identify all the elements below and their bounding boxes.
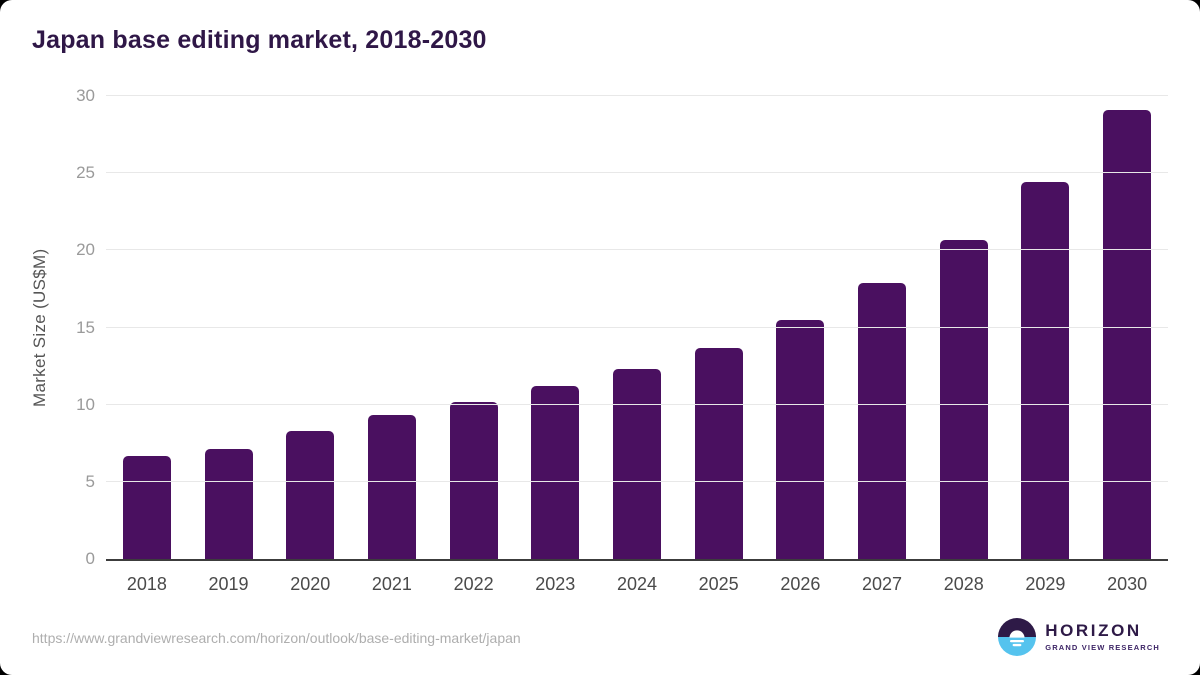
bar-2029[interactable]: [1021, 182, 1070, 559]
y-tick-label-10: 10: [76, 394, 95, 414]
bar-slot-2030: 2030: [1086, 96, 1168, 594]
x-tick-label-2025: 2025: [698, 574, 739, 594]
x-tick-label-2020: 2020: [290, 574, 331, 594]
x-tick-label-2022: 2022: [453, 574, 494, 594]
bar-2020[interactable]: [286, 430, 335, 559]
bar-slot-2029: 2029: [1005, 96, 1087, 594]
x-tick-label-2029: 2029: [1025, 574, 1066, 594]
bar-series: 2018 2019 2020 2021 2022 2023 2024 2025 2026 2027…: [106, 96, 1168, 594]
gridline-30: [106, 95, 1168, 96]
y-axis-label: Market Size (US$M): [30, 248, 49, 407]
logo-title: HORIZON: [1045, 620, 1142, 640]
x-tick-label-2030: 2030: [1107, 574, 1148, 594]
logo-subtitle: GRAND VIEW RESEARCH: [1045, 643, 1160, 653]
horizon-logo: HORIZON GRAND VIEW RESEARCH: [998, 618, 1160, 656]
bar-slot-2025: 2025: [678, 96, 760, 594]
bar-2022[interactable]: [449, 401, 498, 559]
x-tick-label-2026: 2026: [780, 574, 821, 594]
bar-slot-2027: 2027: [841, 96, 923, 594]
gridline-5: [106, 480, 1168, 482]
y-tick-label-25: 25: [76, 163, 95, 183]
gridline-20: [106, 249, 1168, 251]
bar-slot-2022: 2022: [433, 96, 515, 594]
bar-2030[interactable]: [1103, 109, 1152, 559]
bar-2019[interactable]: [204, 449, 253, 559]
bar-2028[interactable]: [939, 239, 988, 559]
bar-2021[interactable]: [367, 415, 416, 559]
gridline-25: [106, 172, 1168, 174]
y-tick-label-5: 5: [85, 471, 95, 491]
bar-slot-2028: 2028: [923, 96, 1005, 594]
y-tick-label-0: 0: [85, 549, 95, 568]
bar-slot-2021: 2021: [351, 96, 433, 594]
bar-2027[interactable]: [858, 282, 907, 559]
x-tick-label-2021: 2021: [371, 574, 412, 594]
bar-slot-2018: 2018: [106, 96, 188, 594]
y-tick-label-30: 30: [76, 86, 95, 105]
x-tick-label-2028: 2028: [943, 574, 984, 594]
bar-2023[interactable]: [531, 386, 580, 559]
bar-slot-2023: 2023: [514, 96, 596, 594]
y-tick-label-20: 20: [76, 240, 95, 260]
x-tick-label-2019: 2019: [208, 574, 249, 594]
sunrise-horizon-icon: [998, 618, 1037, 656]
bar-2018[interactable]: [122, 455, 171, 559]
gridline-10: [106, 403, 1168, 405]
bar-2025[interactable]: [694, 347, 743, 559]
x-tick-label-2027: 2027: [862, 574, 903, 594]
source-url: https://www.grandviewresearch.com/horizo…: [32, 630, 521, 646]
bar-2026[interactable]: [776, 319, 825, 559]
bar-slot-2024: 2024: [596, 96, 678, 594]
bar-slot-2020: 2020: [269, 96, 351, 594]
y-tick-label-15: 15: [76, 317, 95, 337]
x-tick-label-2024: 2024: [616, 574, 657, 594]
x-tick-label-2023: 2023: [535, 574, 576, 594]
logo-text: HORIZON GRAND VIEW RESEARCH: [1045, 620, 1160, 653]
bar-slot-2019: 2019: [188, 96, 270, 594]
chart-title: Japan base editing market, 2018-2030: [32, 26, 487, 54]
bar-2024[interactable]: [612, 369, 661, 559]
bar-slot-2026: 2026: [760, 96, 842, 594]
x-tick-label-2018: 2018: [126, 574, 167, 594]
gridline-15: [106, 326, 1168, 328]
plot-area: 2018 2019 2020 2021 2022 2023 2024 2025 2026 2027…: [76, 86, 1168, 594]
